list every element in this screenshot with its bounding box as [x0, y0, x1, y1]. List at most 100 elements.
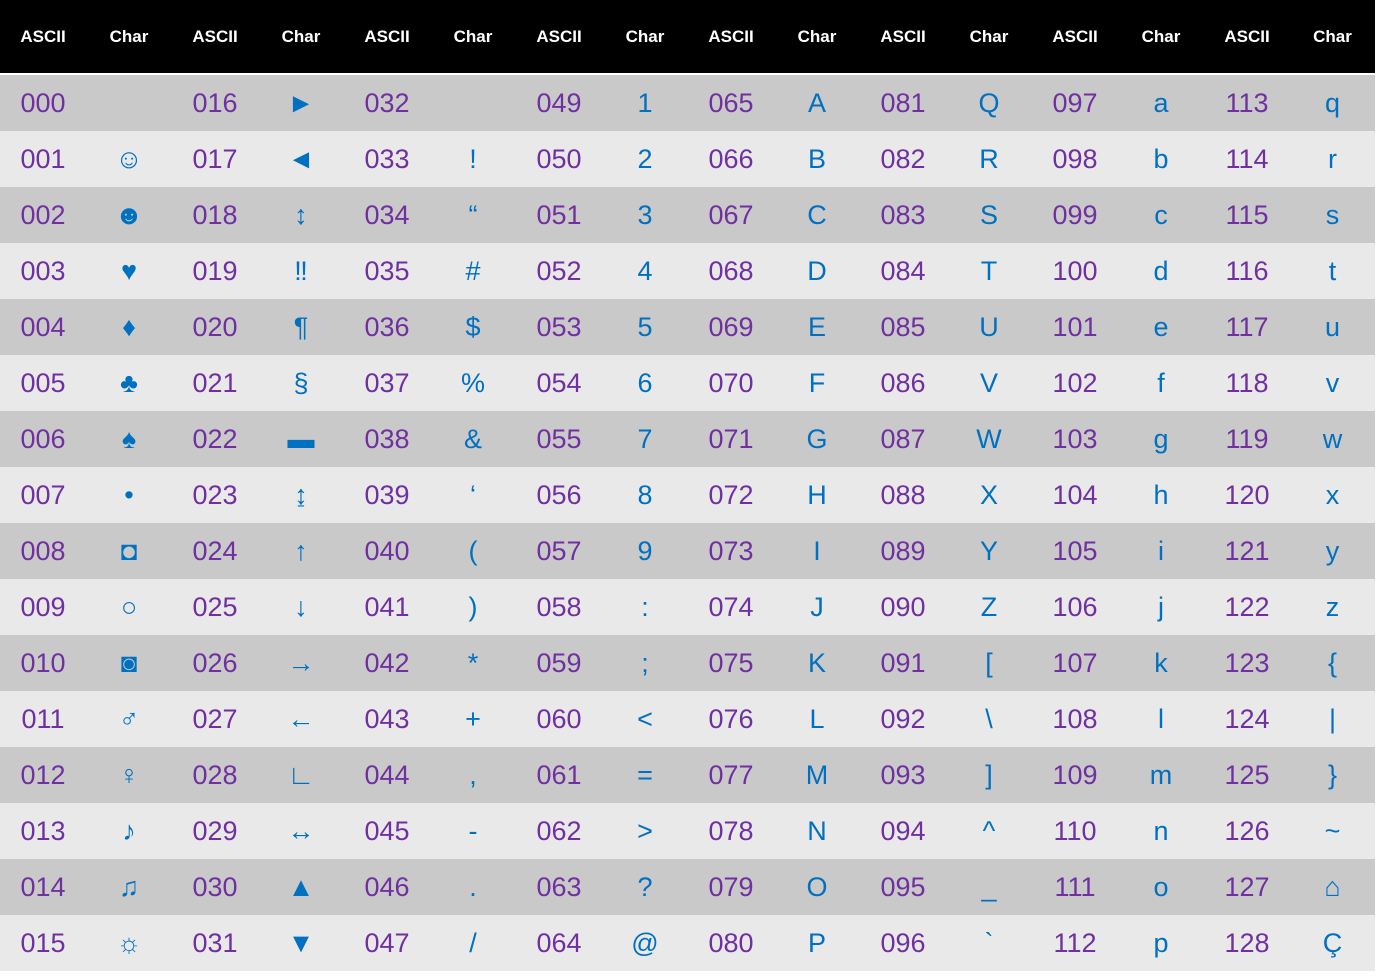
ascii-char-cell: ~ — [1290, 803, 1375, 859]
ascii-char-cell: ► — [258, 74, 344, 131]
header-char: Char — [430, 0, 516, 75]
ascii-char-cell: k — [1118, 635, 1204, 691]
ascii-code-cell: 034 — [344, 187, 430, 243]
ascii-char-cell: 8 — [602, 467, 688, 523]
ascii-char-cell: , — [430, 747, 516, 803]
ascii-code-cell: 017 — [172, 131, 258, 187]
table-row: 007 • 023 ↨ 039 ‘056 8 072 H 088 X 104 h 120 x — [0, 467, 1375, 523]
header-char: Char — [258, 0, 344, 75]
ascii-code-cell: 008 — [0, 523, 86, 579]
table-row: 002 ☻ 018 ↕ 034 “051 3 067 C 083 S 099 c 115 s — [0, 187, 1375, 243]
ascii-code-cell: 000 — [0, 74, 86, 131]
ascii-char-cell: O — [774, 859, 860, 915]
ascii-char-cell: z — [1290, 579, 1375, 635]
ascii-code-cell: 019 — [172, 243, 258, 299]
ascii-code-cell: 057 — [516, 523, 602, 579]
ascii-code-cell: 101 — [1032, 299, 1118, 355]
table-row: 008 ◘ 024 ↑ 040(057 9 073 I 089 Y 105 i 121 y — [0, 523, 1375, 579]
ascii-code-cell: 097 — [1032, 74, 1118, 131]
ascii-code-cell: 110 — [1032, 803, 1118, 859]
ascii-code-cell: 125 — [1204, 747, 1290, 803]
ascii-code-cell: 001 — [0, 131, 86, 187]
ascii-char-cell: q — [1290, 74, 1375, 131]
ascii-code-cell: 080 — [688, 915, 774, 971]
ascii-code-cell: 064 — [516, 915, 602, 971]
ascii-code-cell: 052 — [516, 243, 602, 299]
ascii-code-cell: 113 — [1204, 74, 1290, 131]
ascii-code-cell: 090 — [860, 579, 946, 635]
ascii-char-cell: ♣ — [86, 355, 172, 411]
ascii-code-cell: 024 — [172, 523, 258, 579]
ascii-char-cell: } — [1290, 747, 1375, 803]
ascii-code-cell: 105 — [1032, 523, 1118, 579]
ascii-code-cell: 025 — [172, 579, 258, 635]
ascii-char-cell: { — [1290, 635, 1375, 691]
table-row: 000 016 ► 032 049 1 065 A 081 Q 097 a 113 q — [0, 74, 1375, 131]
ascii-code-cell: 099 — [1032, 187, 1118, 243]
header-char: Char — [1118, 0, 1204, 75]
header-ascii: ASCII — [172, 0, 258, 75]
ascii-code-cell: 015 — [0, 915, 86, 971]
ascii-code-cell: 089 — [860, 523, 946, 579]
ascii-code-cell: 053 — [516, 299, 602, 355]
ascii-char-cell: S — [946, 187, 1032, 243]
ascii-code-cell: 011 — [0, 691, 86, 747]
ascii-char-cell: m — [1118, 747, 1204, 803]
ascii-char-cell — [86, 74, 172, 131]
ascii-char-cell: e — [1118, 299, 1204, 355]
ascii-char-cell: a — [1118, 74, 1204, 131]
ascii-char-cell: ▲ — [258, 859, 344, 915]
ascii-char-cell: n — [1118, 803, 1204, 859]
ascii-code-cell: 124 — [1204, 691, 1290, 747]
ascii-code-cell: 009 — [0, 579, 86, 635]
ascii-char-cell: § — [258, 355, 344, 411]
ascii-code-cell: 029 — [172, 803, 258, 859]
ascii-code-cell: 083 — [860, 187, 946, 243]
ascii-char-cell: 7 — [602, 411, 688, 467]
ascii-code-cell: 038 — [344, 411, 430, 467]
ascii-code-cell: 104 — [1032, 467, 1118, 523]
ascii-code-cell: 044 — [344, 747, 430, 803]
ascii-char-cell: _ — [946, 859, 1032, 915]
header-char: Char — [774, 0, 860, 75]
ascii-code-cell: 117 — [1204, 299, 1290, 355]
ascii-char-cell: * — [430, 635, 516, 691]
ascii-char-cell: ¶ — [258, 299, 344, 355]
ascii-char-cell: - — [430, 803, 516, 859]
ascii-char-cell — [430, 74, 516, 131]
ascii-code-cell: 059 — [516, 635, 602, 691]
ascii-code-cell: 106 — [1032, 579, 1118, 635]
ascii-char-cell: ↔ — [258, 803, 344, 859]
ascii-code-cell: 026 — [172, 635, 258, 691]
ascii-char-cell: ↕ — [258, 187, 344, 243]
ascii-char-cell: P — [774, 915, 860, 971]
ascii-code-cell: 107 — [1032, 635, 1118, 691]
ascii-char-cell: ♀ — [86, 747, 172, 803]
ascii-char-cell: E — [774, 299, 860, 355]
ascii-char-cell: > — [602, 803, 688, 859]
ascii-code-cell: 028 — [172, 747, 258, 803]
ascii-code-cell: 127 — [1204, 859, 1290, 915]
ascii-char-cell: Y — [946, 523, 1032, 579]
ascii-char-cell: 9 — [602, 523, 688, 579]
ascii-code-cell: 063 — [516, 859, 602, 915]
ascii-code-cell: 002 — [0, 187, 86, 243]
ascii-char-cell: c — [1118, 187, 1204, 243]
ascii-char-cell: % — [430, 355, 516, 411]
ascii-char-cell: ▬ — [258, 411, 344, 467]
ascii-char-cell: b — [1118, 131, 1204, 187]
header-char: Char — [946, 0, 1032, 75]
ascii-char-cell: N — [774, 803, 860, 859]
ascii-code-cell: 013 — [0, 803, 86, 859]
ascii-code-cell: 128 — [1204, 915, 1290, 971]
ascii-char-cell: D — [774, 243, 860, 299]
ascii-char-cell: 2 — [602, 131, 688, 187]
ascii-char-cell: u — [1290, 299, 1375, 355]
ascii-code-cell: 031 — [172, 915, 258, 971]
ascii-char-cell: → — [258, 635, 344, 691]
ascii-char-cell: • — [86, 467, 172, 523]
ascii-code-cell: 086 — [860, 355, 946, 411]
header-char: Char — [602, 0, 688, 75]
ascii-code-cell: 003 — [0, 243, 86, 299]
ascii-char-cell: [ — [946, 635, 1032, 691]
